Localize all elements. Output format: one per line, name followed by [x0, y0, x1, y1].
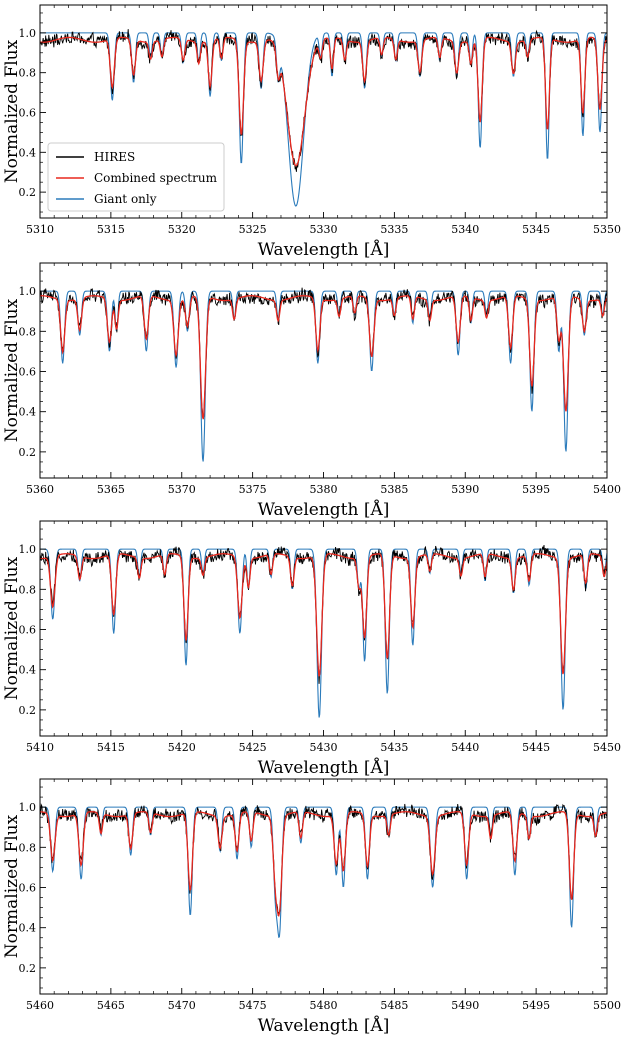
y-tick-label: 0.4: [19, 146, 37, 159]
x-axis-label: Wavelength [Å]: [258, 239, 390, 260]
legend-entry-hires: HIRES: [94, 150, 135, 164]
legend-entry-giant: Giant only: [94, 192, 157, 206]
panel-1: 5310 5315 5320 5325 5330 5335 5340 5345 5350 0.2 0…: [2, 4, 621, 260]
legend: HIRES Combined spectrum Giant only: [47, 142, 225, 212]
x-axis-label: Wavelength [Å]: [258, 1015, 390, 1036]
y-tick-label: 0.8: [19, 67, 37, 80]
legend-box: [47, 142, 225, 212]
series-hires: [40, 803, 607, 916]
x-tick-label: 5490: [451, 999, 479, 1012]
y-tick-label: 0.4: [19, 406, 37, 419]
y-tick-label: 0.4: [19, 664, 37, 677]
series-giant-only: [40, 290, 607, 462]
x-tick-label: 5390: [451, 483, 479, 496]
series-giant-only: [40, 806, 607, 938]
x-tick-label: 5375: [239, 483, 267, 496]
y-tick-label: 0.6: [19, 624, 37, 637]
y-tick-label: 0.2: [19, 446, 37, 459]
series-combined-spectrum: [40, 811, 607, 918]
x-tick-label: 5315: [97, 223, 125, 236]
series-combined-spectrum: [40, 295, 607, 420]
y-axis-label: Normalized Flux: [2, 814, 22, 958]
y-tick-label: 0.8: [19, 325, 37, 338]
x-tick-label: 5440: [451, 741, 479, 754]
x-tick-label: 5495: [522, 999, 550, 1012]
panel-3: 5410 5415 5420 5425 5430 5435 5440 5445 5450 0.2 0…: [2, 520, 621, 778]
y-tick-label: 1.0: [19, 543, 37, 556]
x-tick-label: 5430: [310, 741, 338, 754]
y-tick-label: 0.6: [19, 366, 37, 379]
y-tick-label: 0.2: [19, 962, 37, 975]
y-tick-label: 0.8: [19, 583, 37, 596]
x-tick-label: 5480: [310, 999, 338, 1012]
x-axis-label: Wavelength [Å]: [258, 499, 390, 520]
legend-entry-combined: Combined spectrum: [94, 171, 218, 185]
y-axis-label: Normalized Flux: [2, 556, 22, 700]
x-tick-label: 5320: [168, 223, 196, 236]
y-axis-label: Normalized Flux: [2, 298, 22, 442]
x-tick-label: 5310: [26, 223, 54, 236]
series-combined-spectrum: [40, 553, 607, 677]
y-tick-label: 0.2: [19, 186, 37, 199]
series-hires: [40, 544, 607, 684]
x-tick-label: 5435: [380, 741, 408, 754]
x-tick-label: 5350: [593, 223, 621, 236]
x-tick-label: 5460: [26, 999, 54, 1012]
series-combined-spectrum: [40, 36, 607, 167]
x-tick-label: 5475: [239, 999, 267, 1012]
y-tick-label: 0.2: [19, 704, 37, 717]
y-tick-label: 0.8: [19, 841, 37, 854]
x-tick-label: 5400: [593, 483, 621, 496]
y-tick-label: 0.6: [19, 882, 37, 895]
x-tick-label: 5450: [593, 741, 621, 754]
y-tick-label: 1.0: [19, 285, 37, 298]
x-tick-label: 5360: [26, 483, 54, 496]
x-tick-label: 5410: [26, 741, 54, 754]
x-tick-label: 5420: [168, 741, 196, 754]
x-tick-label: 5385: [380, 483, 408, 496]
x-tick-label: 5380: [310, 483, 338, 496]
panel-4: 5460 5465 5470 5475 5480 5485 5490 5495 5500 0.2 0…: [2, 778, 621, 1036]
x-tick-label: 5425: [239, 741, 267, 754]
x-tick-label: 5415: [97, 741, 125, 754]
x-tick-label: 5340: [451, 223, 479, 236]
x-tick-label: 5445: [522, 741, 550, 754]
x-tick-label: 5345: [522, 223, 550, 236]
x-tick-label: 5370: [168, 483, 196, 496]
x-tick-label: 5465: [97, 999, 125, 1012]
x-tick-label: 5330: [310, 223, 338, 236]
x-axis-label: Wavelength [Å]: [258, 757, 390, 778]
series-hires: [40, 287, 607, 420]
x-tick-label: 5335: [380, 223, 408, 236]
y-axis-label: Normalized Flux: [2, 39, 22, 183]
x-tick-label: 5395: [522, 483, 550, 496]
x-tick-label: 5325: [239, 223, 267, 236]
panel-2: 5360 5365 5370 5375 5380 5385 5390 5395 5400 0.2 0…: [2, 262, 621, 520]
y-tick-label: 0.4: [19, 922, 37, 935]
y-tick-label: 0.6: [19, 106, 37, 119]
y-tick-label: 1.0: [19, 801, 37, 814]
x-tick-label: 5500: [593, 999, 621, 1012]
x-tick-label: 5470: [168, 999, 196, 1012]
x-tick-label: 5485: [380, 999, 408, 1012]
y-tick-label: 1.0: [19, 27, 37, 40]
x-tick-label: 5365: [97, 483, 125, 496]
